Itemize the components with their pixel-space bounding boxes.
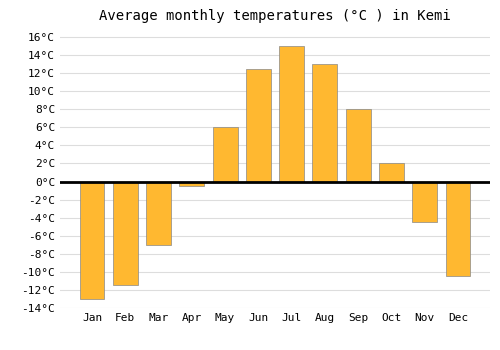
Bar [312, 64, 338, 182]
Bar [279, 46, 304, 182]
Bar [246, 69, 271, 182]
Bar [446, 182, 470, 276]
Bar [180, 182, 204, 186]
Title: Average monthly temperatures (°C ) in Kemi: Average monthly temperatures (°C ) in Ke… [99, 9, 451, 23]
Bar [379, 163, 404, 182]
Bar [146, 182, 171, 245]
Bar [412, 182, 437, 222]
Bar [80, 182, 104, 299]
Bar [113, 182, 138, 285]
Bar [212, 127, 238, 182]
Bar [346, 109, 370, 182]
